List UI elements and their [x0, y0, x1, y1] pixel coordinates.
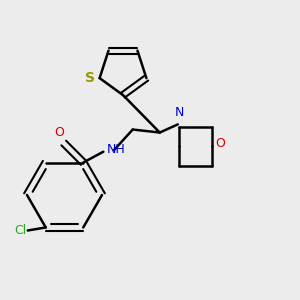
Text: Cl: Cl	[14, 224, 26, 237]
Text: N: N	[175, 106, 184, 119]
Text: O: O	[215, 136, 225, 149]
Text: S: S	[85, 71, 95, 85]
Text: NH: NH	[106, 143, 125, 156]
Text: O: O	[54, 125, 64, 139]
